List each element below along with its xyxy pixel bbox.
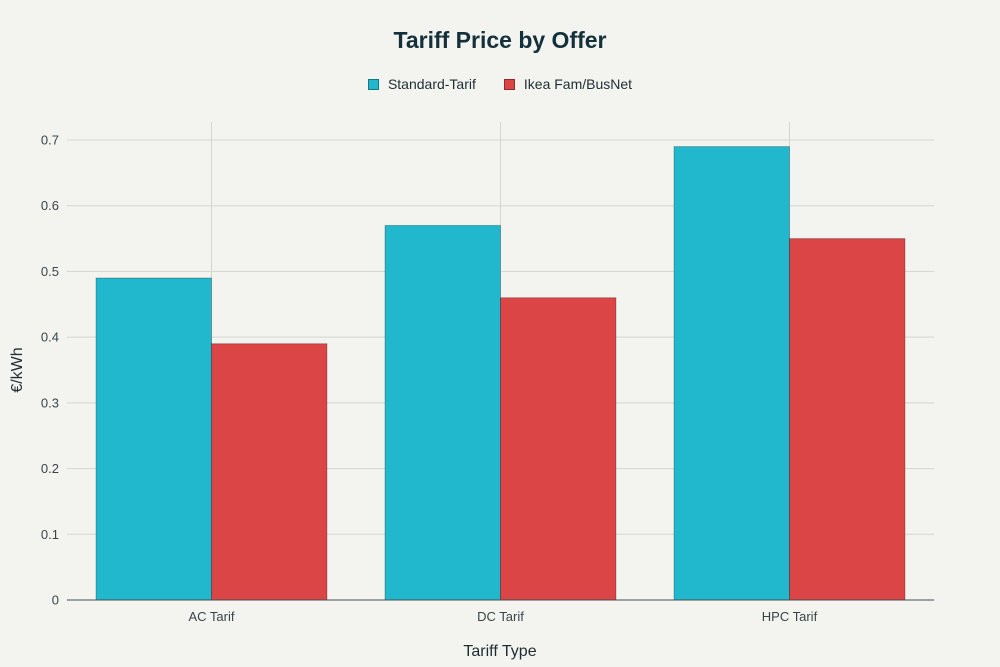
y-axis-title: €/kWh: [9, 347, 26, 392]
legend-item-ikea-fam-busnet[interactable]: Ikea Fam/BusNet: [503, 76, 633, 92]
y-tick-label: 0.1: [41, 527, 59, 542]
y-tick-label: 0.4: [41, 330, 59, 345]
y-tick-label: 0.5: [41, 264, 59, 279]
y-tick-label: 0.3: [41, 395, 59, 410]
bars: [95, 146, 906, 601]
legend-label-standard-tarif: Standard-Tarif: [387, 76, 476, 92]
x-axis-title: Tariff Type: [463, 643, 536, 660]
chart-title: Tariff Price by Offer: [393, 27, 607, 53]
bar-standard-tarif-ac-tarif[interactable]: [95, 277, 212, 601]
x-tick-label: DC Tarif: [477, 609, 524, 624]
bar-ikea-fam-busnet-dc-tarif[interactable]: [500, 297, 617, 601]
bar-ikea-fam-busnet-hpc-tarif[interactable]: [789, 238, 906, 601]
y-axis: 0 0.1 0.2 0.3 0.4 0.5 0.6 0.7: [41, 133, 59, 608]
y-tick-label: 0.7: [41, 133, 59, 148]
legend: Standard-Tarif Ikea Fam/BusNet: [0, 76, 1000, 92]
x-tick-label: HPC Tarif: [762, 609, 818, 624]
x-axis: AC Tarif DC Tarif HPC Tarif: [67, 599, 934, 624]
bar-ikea-fam-busnet-ac-tarif[interactable]: [211, 343, 328, 601]
legend-label-ikea-fam-busnet: Ikea Fam/BusNet: [523, 76, 633, 92]
y-tick-label: 0.6: [41, 198, 59, 213]
bar-standard-tarif-dc-tarif[interactable]: [384, 224, 501, 601]
bar-standard-tarif-hpc-tarif[interactable]: [673, 146, 790, 601]
y-tick-label: 0: [52, 593, 59, 608]
legend-swatch-standard-tarif: [367, 78, 379, 90]
legend-item-standard-tarif[interactable]: Standard-Tarif: [367, 76, 476, 92]
x-tick-label: AC Tarif: [189, 609, 235, 624]
y-tick-label: 0.2: [41, 461, 59, 476]
legend-swatch-ikea-fam-busnet: [503, 78, 515, 90]
